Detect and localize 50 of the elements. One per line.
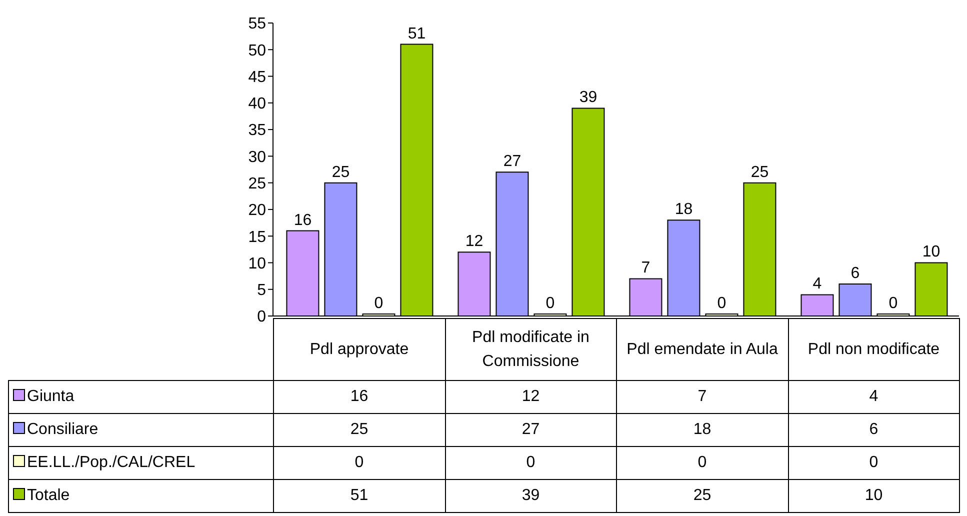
text: 0: [888, 295, 898, 312]
data-label: 18: [616, 414, 788, 446]
x-tick-label: Pdl modificate in Commissione: [445, 318, 616, 380]
y-tick-label: 20: [248, 202, 266, 220]
data-label: 4: [788, 380, 960, 414]
y-tick-label: 15: [248, 228, 266, 246]
text: 25: [332, 164, 350, 181]
legend-label: Consiliare: [8, 414, 274, 446]
y-tick-label: 35: [248, 122, 266, 140]
y-tick-label: 5: [257, 282, 266, 300]
y-tick-label: 30: [248, 148, 266, 166]
text: 16: [294, 212, 312, 229]
y-tick-label: 45: [248, 68, 266, 86]
data-label: 6: [788, 414, 960, 446]
text: 51: [408, 25, 426, 42]
data-label: 16: [274, 380, 445, 414]
data-label: 0: [616, 446, 788, 480]
data-label: 12: [445, 380, 616, 414]
data-label: 25: [616, 480, 788, 512]
data-label: 0: [788, 446, 960, 480]
text: 0: [374, 295, 384, 312]
legend-label: Totale: [8, 480, 274, 512]
text: 12: [465, 233, 484, 250]
x-tick-label: Pdl non modificate: [788, 318, 960, 380]
text: 39: [579, 89, 598, 106]
y-tick-label: 55: [248, 16, 266, 33]
y-tick-label: 0: [257, 308, 266, 326]
text: 18: [674, 201, 693, 218]
y-tick-label: 50: [248, 42, 266, 60]
text: 27: [503, 153, 522, 170]
data-label: 10: [788, 480, 960, 512]
y-tick-label: 10: [248, 255, 266, 272]
text: 25: [750, 164, 769, 181]
data-label: 51: [274, 480, 445, 512]
text: 0: [546, 295, 555, 312]
data-label: 0: [445, 446, 616, 480]
text: 0: [717, 295, 726, 312]
data-label: 7: [616, 380, 788, 414]
text: 7: [641, 260, 650, 277]
data-label: 39: [445, 480, 616, 512]
y-tick-label: 25: [248, 176, 266, 192]
text: 6: [850, 265, 860, 282]
x-tick-label: Pdl emendate in Aula: [616, 318, 788, 380]
text: 10: [922, 244, 940, 261]
legend-label: EE.LL./Pop./CAL/CREL: [8, 446, 274, 480]
x-tick-label: Pdl approvate: [274, 318, 445, 380]
legend-label: Giunta: [8, 380, 274, 414]
data-label: 27: [445, 414, 616, 446]
y-tick-label: 40: [248, 96, 266, 113]
text: 4: [812, 276, 822, 293]
